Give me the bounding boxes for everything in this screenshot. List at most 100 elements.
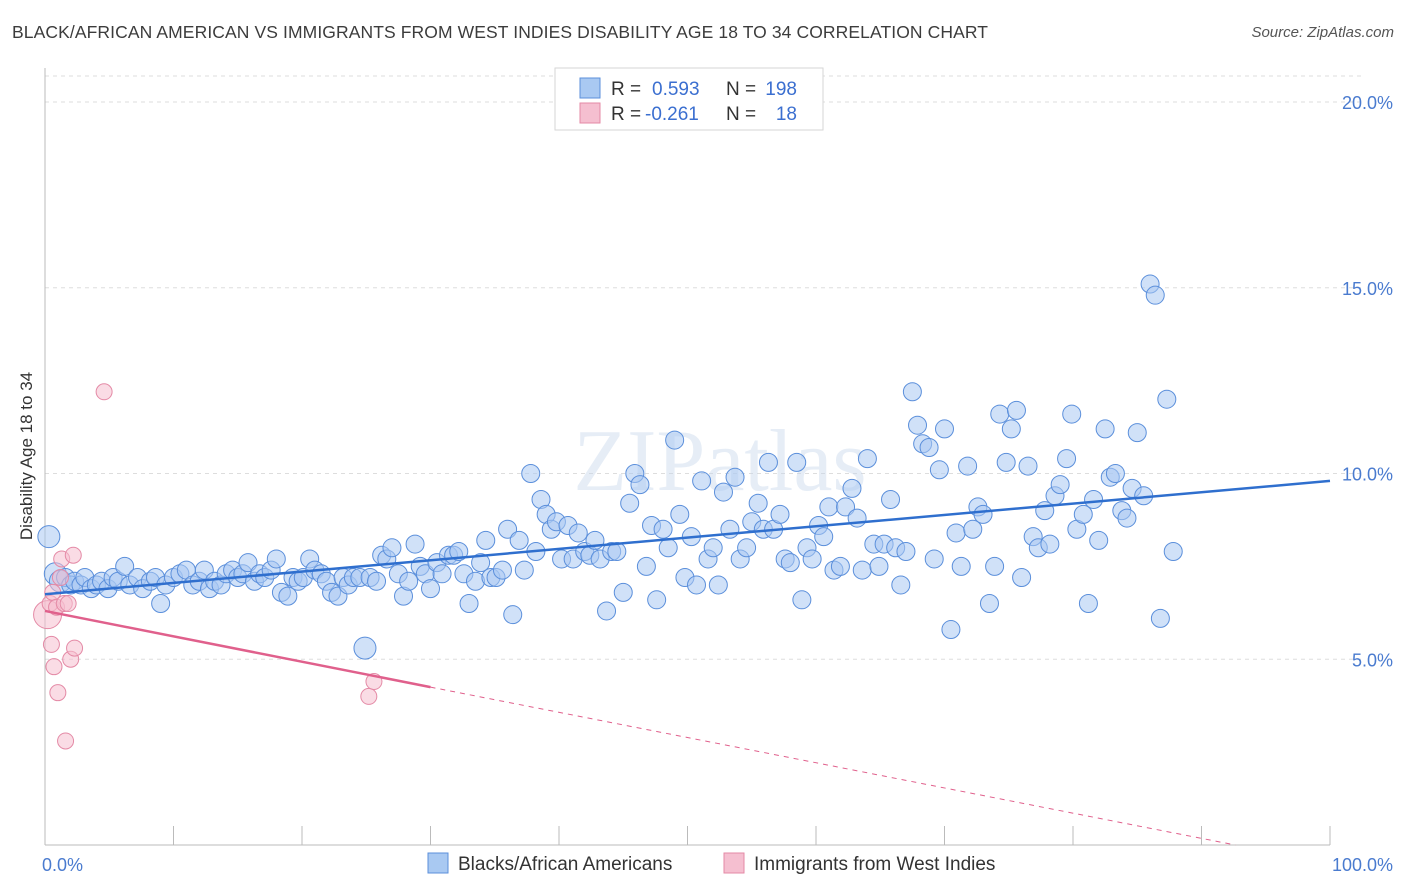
y-tick-label-2: 15.0% xyxy=(1342,279,1393,299)
blue-point-187 xyxy=(1078,594,1098,614)
blue-point-20 xyxy=(151,594,171,614)
blue-point-40 xyxy=(266,549,286,569)
blue-point-110 xyxy=(653,519,673,539)
blue-point-65 xyxy=(405,534,425,554)
blue-point-107 xyxy=(636,556,656,576)
pink-point-13 xyxy=(64,546,82,564)
blue-point-56 xyxy=(353,636,377,660)
legend-r-label-2: R = xyxy=(611,104,641,125)
pink-point-14 xyxy=(66,639,84,657)
blue-point-153 xyxy=(891,575,911,595)
blue-point-140 xyxy=(819,497,839,517)
blue-point-78 xyxy=(476,530,496,550)
blue-point-180 xyxy=(1040,534,1060,554)
pink-point-4 xyxy=(45,658,63,676)
chart-title: BLACK/AFRICAN AMERICAN VS IMMIGRANTS FRO… xyxy=(12,22,989,42)
blue-point-151 xyxy=(881,490,901,510)
blue-point-111 xyxy=(658,538,678,558)
blue-point-144 xyxy=(842,478,862,498)
blue-point-189 xyxy=(1089,530,1109,550)
blue-point-117 xyxy=(692,471,712,491)
blue-point-85 xyxy=(514,560,534,580)
blue-point-163 xyxy=(946,523,966,543)
legend-r-value-2: -0.261 xyxy=(645,104,699,125)
series-legend: Blacks/African Americans Immigrants from… xyxy=(427,852,995,875)
blue-point-158 xyxy=(919,437,939,457)
blue-point-182 xyxy=(1050,475,1070,495)
blue-point-68 xyxy=(421,579,440,599)
blue-point-102 xyxy=(607,542,627,562)
blue-point-75 xyxy=(459,594,479,614)
source-label: Source: ZipAtlas.com xyxy=(1251,24,1394,41)
blue-point-116 xyxy=(686,575,706,595)
blue-point-172 xyxy=(996,452,1016,472)
blue-point-0 xyxy=(37,525,61,549)
blue-point-175 xyxy=(1012,568,1032,588)
blue-point-131 xyxy=(770,504,790,524)
blue-point-103 xyxy=(613,582,633,602)
blue-point-135 xyxy=(792,590,812,610)
blue-point-154 xyxy=(896,542,916,562)
pink-trend-line xyxy=(44,609,431,689)
blue-point-164 xyxy=(951,556,971,576)
axes xyxy=(44,68,1331,846)
pink-point-7 xyxy=(51,569,69,587)
blue-point-84 xyxy=(509,530,529,550)
blue-trend-line xyxy=(44,479,1331,596)
trend-lines xyxy=(44,479,1331,846)
blue-point-149 xyxy=(869,556,889,576)
blue-point-143 xyxy=(836,497,856,517)
blue-point-171 xyxy=(990,404,1010,424)
blue-point-146 xyxy=(852,560,872,580)
blue-point-81 xyxy=(492,560,512,580)
blue-point-112 xyxy=(665,430,685,450)
blue-point-123 xyxy=(725,467,745,487)
blue-point-142 xyxy=(830,556,850,576)
blue-point-83 xyxy=(503,605,523,625)
blue-point-61 xyxy=(382,538,402,558)
blue-point-169 xyxy=(979,594,999,614)
tick-labels: 5.0% 10.0% 15.0% 20.0% 0.0% 100.0% xyxy=(42,93,1393,875)
blue-point-137 xyxy=(802,549,822,569)
blue-point-104 xyxy=(620,493,640,513)
blue-point-134 xyxy=(787,452,807,472)
blue-point-186 xyxy=(1073,504,1093,524)
blue-point-82 xyxy=(498,519,518,539)
blue-point-194 xyxy=(1117,508,1137,528)
y-axis-title: Disability Age 18 to 34 xyxy=(17,372,36,540)
blue-point-35 xyxy=(238,553,258,573)
y-tick-label-3: 20.0% xyxy=(1342,93,1393,113)
blue-point-70 xyxy=(432,564,452,584)
blue-point-199 xyxy=(1145,285,1165,305)
y-tick-label-0: 5.0% xyxy=(1352,650,1393,670)
blue-point-190 xyxy=(1095,419,1115,439)
blue-point-161 xyxy=(935,419,954,439)
blue-point-119 xyxy=(703,538,723,558)
blue-point-155 xyxy=(902,382,922,402)
blue-point-121 xyxy=(713,482,733,502)
blue-point-160 xyxy=(929,460,949,480)
blue-point-129 xyxy=(758,452,778,472)
blue-point-166 xyxy=(963,519,983,539)
y-tick-label-1: 10.0% xyxy=(1342,465,1393,485)
pink-point-15 xyxy=(95,383,113,401)
legend-n-label-1: N = xyxy=(726,79,756,100)
legend-swatch-blue xyxy=(579,77,601,99)
blue-point-113 xyxy=(670,504,690,524)
correlation-legend: R = 0.593 N = 198 R = -0.261 N = 18 xyxy=(554,67,824,131)
blue-point-64 xyxy=(399,571,419,591)
blue-point-120 xyxy=(708,575,728,595)
bottom-legend-swatch-blue xyxy=(427,852,449,874)
pink-point-10 xyxy=(57,732,75,750)
blue-point-147 xyxy=(857,449,877,469)
bottom-legend-label-1: Blacks/African Americans xyxy=(458,854,672,875)
blue-point-184 xyxy=(1062,404,1082,424)
blue-point-139 xyxy=(814,527,834,547)
blue-point-58 xyxy=(367,571,387,591)
blue-point-95 xyxy=(568,523,588,543)
pink-point-2 xyxy=(42,635,60,653)
blue-point-100 xyxy=(597,601,617,621)
legend-r-label-1: R = xyxy=(611,79,641,100)
blue-point-165 xyxy=(958,456,978,476)
